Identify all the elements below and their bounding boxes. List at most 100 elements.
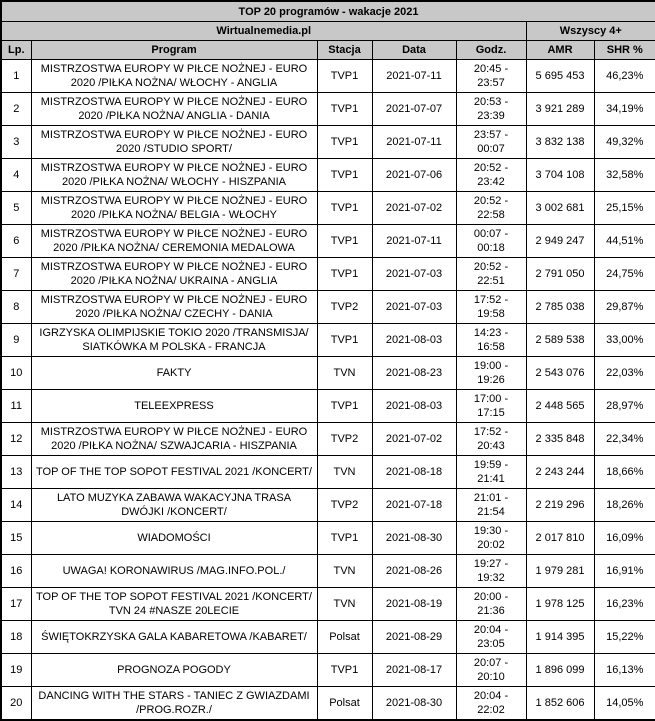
cell-amr: 2 949 247 [525, 224, 595, 258]
cell-station: TVP1 [316, 257, 373, 291]
cell-time: 20:04 - 23:05 [455, 620, 527, 654]
cell-program: ŚWIĘTOKRZYSKA GALA KABARETOWA /KABARET/ [30, 620, 318, 654]
table-row: 19 PROGNOZA POGODY TVP1 2021-08-17 20:07… [0, 653, 655, 687]
cell-lp: 4 [0, 158, 32, 192]
cell-program: TOP OF THE TOP SOPOT FESTIVAL 2021 /KONC… [30, 455, 318, 489]
cell-lp: 3 [0, 125, 32, 159]
cell-time: 19:00 - 19:26 [455, 356, 527, 390]
cell-station: TVP1 [316, 191, 373, 225]
cell-time: 17:00 - 17:15 [455, 389, 527, 423]
cell-date: 2021-08-17 [371, 653, 457, 687]
cell-shr: 16,23% [593, 587, 655, 621]
cell-time: 19:59 - 21:41 [455, 455, 527, 489]
cell-lp: 13 [0, 455, 32, 489]
cell-program: MISTRZOSTWA EUROPY W PIŁCE NOŻNEJ - EURO… [30, 191, 318, 225]
cell-date: 2021-07-07 [371, 92, 457, 126]
cell-time: 20:52 - 22:51 [455, 257, 527, 291]
table-title: TOP 20 programów - wakacje 2021 [0, 0, 655, 22]
cell-date: 2021-08-29 [371, 620, 457, 654]
cell-amr: 2 589 538 [525, 323, 595, 357]
table-row: 2 MISTRZOSTWA EUROPY W PIŁCE NOŻNEJ - EU… [0, 92, 655, 126]
cell-station: TVN [316, 554, 373, 588]
cell-time: 20:45 - 23:57 [455, 59, 527, 93]
cell-station: TVP1 [316, 92, 373, 126]
cell-amr: 2 448 565 [525, 389, 595, 423]
cell-station: TVP2 [316, 290, 373, 324]
cell-shr: 18,26% [593, 488, 655, 522]
cell-shr: 28,97% [593, 389, 655, 423]
cell-shr: 44,51% [593, 224, 655, 258]
cell-shr: 22,34% [593, 422, 655, 456]
cell-station: TVP2 [316, 422, 373, 456]
cell-lp: 12 [0, 422, 32, 456]
cell-program: MISTRZOSTWA EUROPY W PIŁCE NOŻNEJ - EURO… [30, 59, 318, 93]
cell-program: UWAGA! KORONAWIRUS /MAG.INFO.POL./ [30, 554, 318, 588]
cell-time: 23:57 - 00:07 [455, 125, 527, 159]
col-header-date: Data [371, 40, 457, 60]
cell-program: MISTRZOSTWA EUROPY W PIŁCE NOŻNEJ - EURO… [30, 290, 318, 324]
cell-time: 20:00 - 21:36 [455, 587, 527, 621]
source-row: Wirtualnemedia.pl Wszyscy 4+ [0, 21, 655, 41]
cell-time: 20:07 - 20:10 [455, 653, 527, 687]
cell-lp: 5 [0, 191, 32, 225]
cell-amr: 2 543 076 [525, 356, 595, 390]
cell-amr: 2 791 050 [525, 257, 595, 291]
cell-shr: 22,03% [593, 356, 655, 390]
cell-program: MISTRZOSTWA EUROPY W PIŁCE NOŻNEJ - EURO… [30, 158, 318, 192]
cell-lp: 10 [0, 356, 32, 390]
cell-shr: 46,23% [593, 59, 655, 93]
column-header-row: Lp. Program Stacja Data Godz. AMR SHR % [0, 40, 655, 60]
cell-shr: 49,32% [593, 125, 655, 159]
cell-station: TVP1 [316, 521, 373, 555]
cell-date: 2021-08-18 [371, 455, 457, 489]
cell-amr: 2 785 038 [525, 290, 595, 324]
cell-program: DANCING WITH THE STARS - TANIEC Z GWIAZD… [30, 686, 318, 721]
cell-lp: 2 [0, 92, 32, 126]
cell-shr: 16,13% [593, 653, 655, 687]
table-row: 18 ŚWIĘTOKRZYSKA GALA KABARETOWA /KABARE… [0, 620, 655, 654]
cell-shr: 16,91% [593, 554, 655, 588]
cell-station: TVP1 [316, 323, 373, 357]
cell-program: TELEEXPRESS [30, 389, 318, 423]
cell-time: 17:52 - 19:58 [455, 290, 527, 324]
cell-program: FAKTY [30, 356, 318, 390]
col-header-shr: SHR % [593, 40, 655, 60]
cell-amr: 2 243 244 [525, 455, 595, 489]
cell-station: TVP1 [316, 125, 373, 159]
cell-station: TVN [316, 455, 373, 489]
cell-amr: 3 832 138 [525, 125, 595, 159]
table-row: 7 MISTRZOSTWA EUROPY W PIŁCE NOŻNEJ - EU… [0, 257, 655, 291]
cell-program: WIADOMOŚCI [30, 521, 318, 555]
cell-lp: 18 [0, 620, 32, 654]
cell-time: 00:07 - 00:18 [455, 224, 527, 258]
cell-program: MISTRZOSTWA EUROPY W PIŁCE NOŻNEJ - EURO… [30, 224, 318, 258]
cell-program: IGRZYSKA OLIMPIJSKIE TOKIO 2020 /TRANSMI… [30, 323, 318, 357]
cell-program: MISTRZOSTWA EUROPY W PIŁCE NOŻNEJ - EURO… [30, 92, 318, 126]
cell-amr: 3 002 681 [525, 191, 595, 225]
cell-lp: 17 [0, 587, 32, 621]
table-body: 1 MISTRZOSTWA EUROPY W PIŁCE NOŻNEJ - EU… [0, 59, 655, 721]
cell-shr: 33,00% [593, 323, 655, 357]
cell-amr: 2 219 296 [525, 488, 595, 522]
cell-time: 21:01 - 21:54 [455, 488, 527, 522]
cell-date: 2021-07-06 [371, 158, 457, 192]
cell-time: 19:27 - 19:32 [455, 554, 527, 588]
cell-amr: 3 704 108 [525, 158, 595, 192]
source-label: Wirtualnemedia.pl [0, 21, 527, 41]
table-row: 10 FAKTY TVN 2021-08-23 19:00 - 19:26 2 … [0, 356, 655, 390]
cell-shr: 25,15% [593, 191, 655, 225]
cell-lp: 19 [0, 653, 32, 687]
col-header-station: Stacja [316, 40, 373, 60]
table-row: 13 TOP OF THE TOP SOPOT FESTIVAL 2021 /K… [0, 455, 655, 489]
cell-time: 20:53 - 23:39 [455, 92, 527, 126]
cell-lp: 7 [0, 257, 32, 291]
cell-lp: 20 [0, 686, 32, 721]
cell-amr: 1 896 099 [525, 653, 595, 687]
cell-shr: 14,05% [593, 686, 655, 721]
cell-date: 2021-08-30 [371, 686, 457, 721]
cell-lp: 15 [0, 521, 32, 555]
cell-lp: 8 [0, 290, 32, 324]
cell-shr: 24,75% [593, 257, 655, 291]
col-header-program: Program [30, 40, 318, 60]
